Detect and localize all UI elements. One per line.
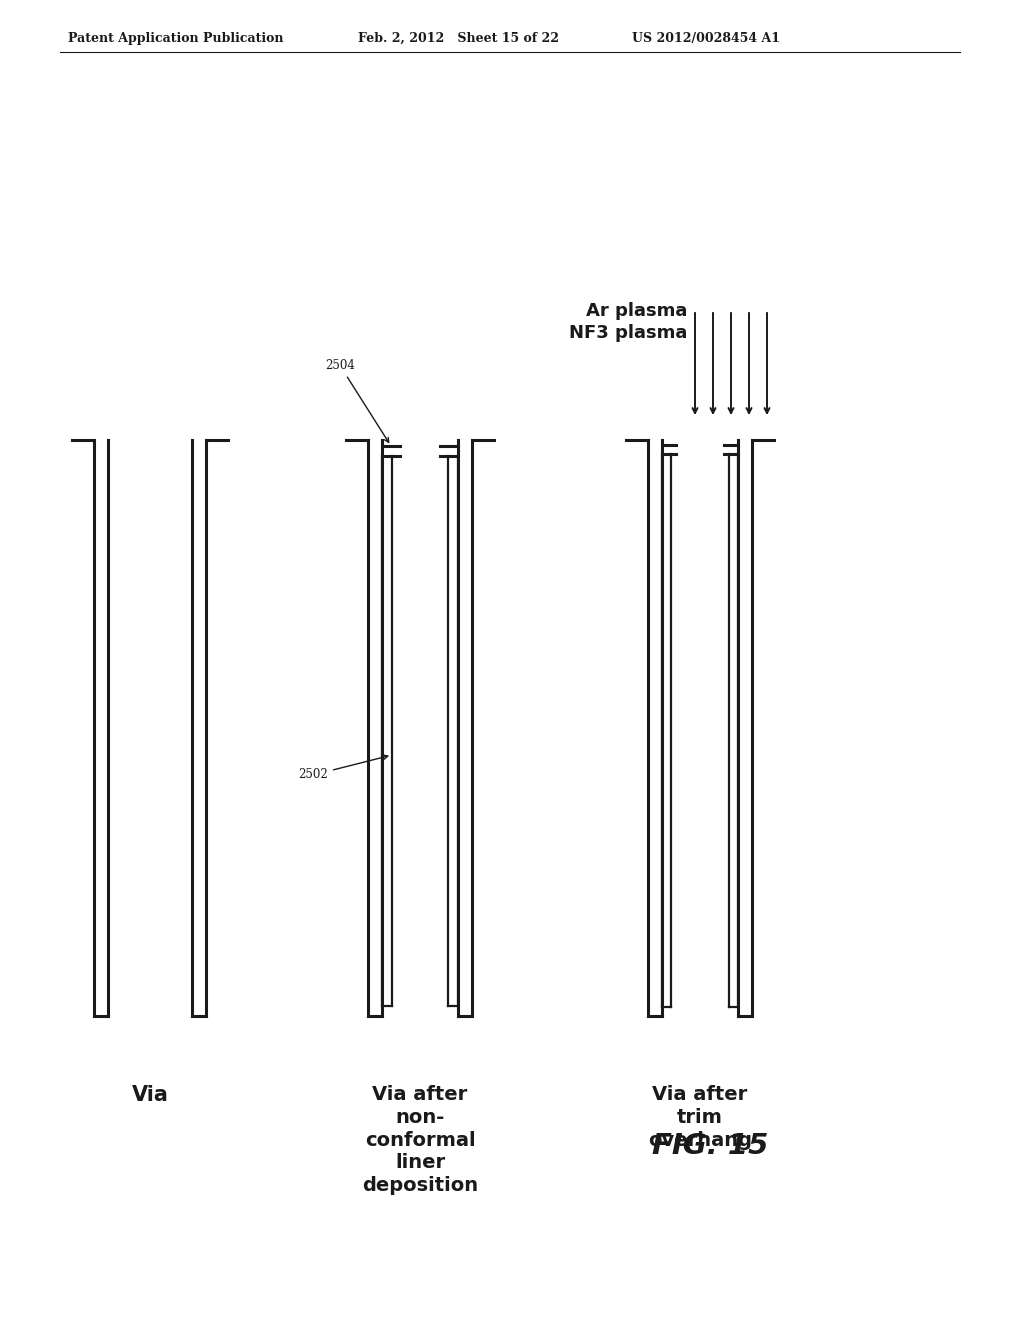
Text: Ar plasma: Ar plasma — [586, 302, 687, 319]
Text: FIG. 15: FIG. 15 — [652, 1133, 768, 1160]
Text: Via: Via — [131, 1085, 168, 1105]
Text: Via after
trim
overhang: Via after trim overhang — [648, 1085, 752, 1150]
Text: 2502: 2502 — [298, 755, 388, 781]
Text: Via after
non-
conformal
liner
deposition: Via after non- conformal liner depositio… — [361, 1085, 478, 1195]
Text: US 2012/0028454 A1: US 2012/0028454 A1 — [632, 32, 780, 45]
Text: Patent Application Publication: Patent Application Publication — [68, 32, 284, 45]
Text: NF3 plasma: NF3 plasma — [568, 323, 687, 342]
Text: Feb. 2, 2012   Sheet 15 of 22: Feb. 2, 2012 Sheet 15 of 22 — [358, 32, 559, 45]
Text: 2504: 2504 — [325, 359, 389, 442]
